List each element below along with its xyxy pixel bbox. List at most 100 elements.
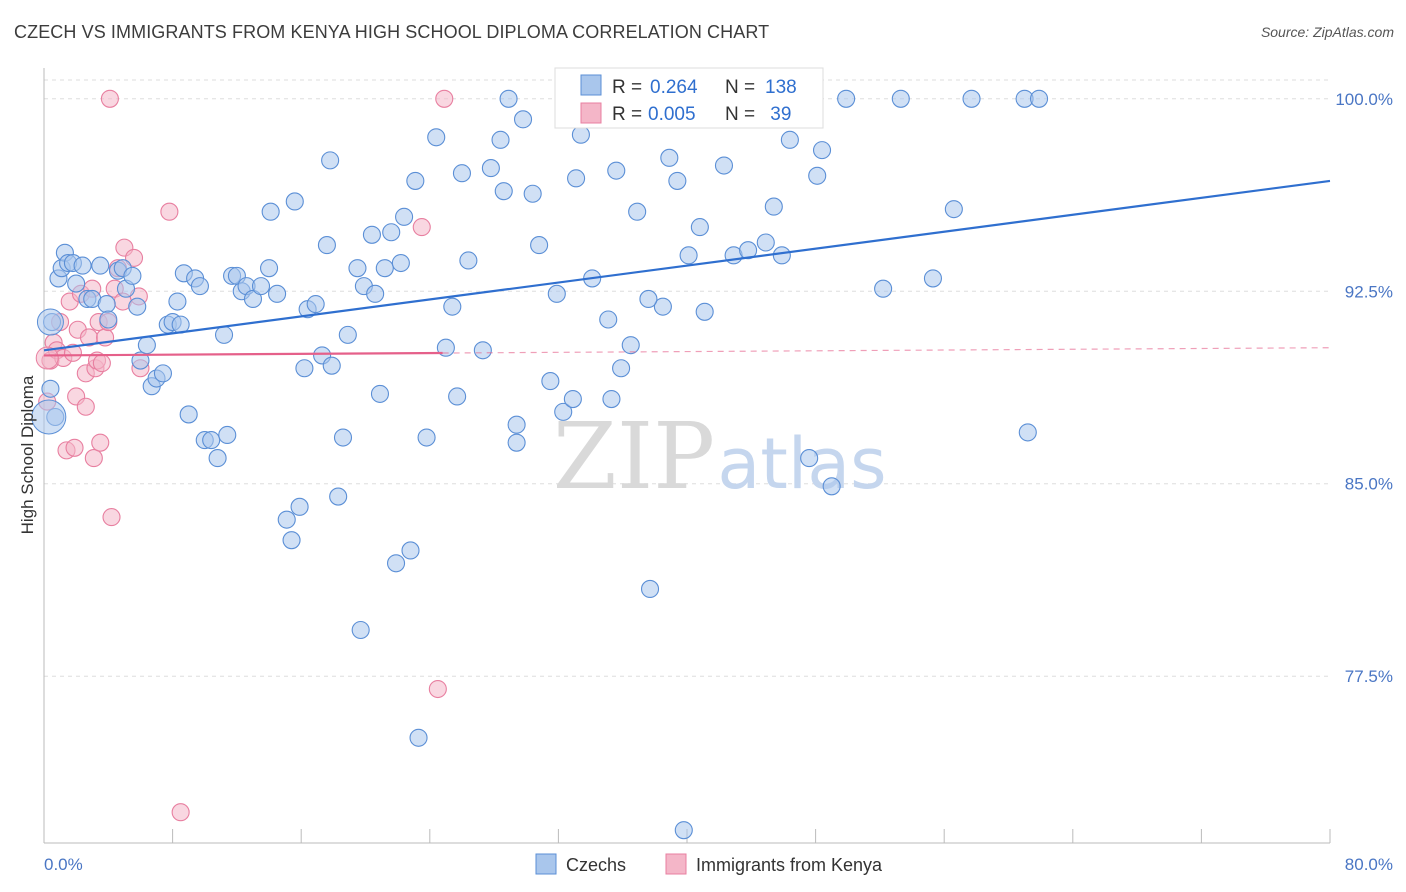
point-czechs — [386, 554, 406, 573]
watermark-atlas: atlas — [717, 423, 886, 505]
point-czechs — [285, 192, 304, 211]
point-czechs — [73, 256, 92, 275]
legend-n-value-czechs: 138 — [765, 77, 797, 98]
point-czechs — [530, 236, 549, 255]
point-kenya — [84, 449, 103, 468]
watermark-zip: ZIP — [553, 403, 715, 510]
point-kenya — [102, 508, 121, 527]
point-czechs — [660, 148, 679, 167]
point-czechs — [499, 89, 518, 108]
point-kenya — [160, 202, 179, 221]
point-czechs — [382, 223, 401, 242]
point-czechs — [375, 259, 394, 278]
point-czechs — [674, 821, 693, 840]
point-czechs — [321, 151, 340, 170]
point-czechs — [317, 236, 336, 255]
point-kenya — [124, 248, 144, 267]
point-czechs — [370, 384, 390, 403]
point-czechs — [131, 351, 150, 370]
trend-lines — [43, 179, 1331, 357]
point-czechs — [190, 277, 209, 296]
point-czechs — [448, 387, 467, 406]
point-czechs — [168, 292, 187, 311]
legend-r-value-czechs: 0.264 — [650, 77, 698, 98]
point-czechs — [366, 284, 385, 303]
point-czechs — [459, 251, 478, 270]
point-czechs — [41, 379, 60, 398]
trend-line-kenya-extrapolated — [442, 347, 1331, 354]
point-czechs — [599, 310, 618, 329]
gridlines — [44, 79, 1330, 677]
point-czechs — [563, 389, 582, 409]
chart-title: CZECH VS IMMIGRANTS FROM KENYA HIGH SCHO… — [14, 22, 770, 42]
point-czechs — [295, 359, 314, 378]
point-czechs — [668, 171, 687, 190]
point-czechs — [290, 497, 309, 516]
point-czechs — [621, 336, 640, 355]
point-czechs — [322, 356, 341, 375]
legend-r-label-2: R = — [612, 104, 642, 125]
series-legend-swatch-kenya — [665, 853, 687, 875]
point-czechs — [268, 284, 287, 303]
point-czechs-large — [31, 399, 67, 435]
point-czechs — [891, 89, 910, 108]
y-tick-label: 77.5% — [1345, 667, 1393, 686]
points-immigrants-from-kenya — [35, 89, 454, 822]
point-kenya-large — [35, 346, 59, 370]
point-czechs — [243, 289, 263, 309]
point-czechs — [772, 246, 791, 265]
point-czechs — [251, 277, 271, 296]
point-czechs — [628, 202, 647, 221]
y-axis-title: High School Diploma — [18, 375, 37, 534]
point-czechs — [391, 253, 410, 273]
point-kenya — [435, 89, 454, 108]
point-czechs — [607, 161, 626, 180]
point-czechs — [153, 364, 173, 383]
point-kenya — [428, 679, 447, 699]
point-czechs — [99, 310, 118, 329]
point-czechs — [261, 202, 280, 221]
point-czechs — [554, 402, 573, 421]
point-kenya — [65, 438, 84, 457]
point-czechs — [567, 169, 586, 188]
point-czechs — [1018, 423, 1037, 442]
point-czechs — [91, 256, 110, 275]
point-czechs — [639, 289, 658, 309]
legend-n-label: N = — [725, 77, 755, 98]
point-czechs — [739, 241, 758, 260]
point-czechs — [640, 579, 660, 598]
point-czechs — [653, 297, 672, 316]
point-czechs — [67, 274, 86, 293]
point-czechs — [507, 433, 526, 452]
legend-r-value-kenya: 0.005 — [648, 104, 696, 125]
point-czechs — [409, 728, 428, 747]
point-czechs — [494, 182, 513, 201]
point-czechs — [351, 620, 370, 640]
point-czechs — [362, 225, 381, 244]
trend-line-czechs — [43, 179, 1331, 352]
point-czechs — [218, 425, 237, 445]
point-czechs — [507, 415, 526, 434]
point-czechs — [822, 477, 841, 496]
y-tick-labels: 77.5% 85.0% 92.5% 100.0% — [1335, 90, 1393, 686]
point-czechs — [602, 389, 621, 409]
x-tick-label-max: 80.0% — [1345, 855, 1393, 874]
point-czechs — [837, 89, 856, 108]
point-czechs — [348, 259, 367, 278]
point-czechs — [481, 159, 500, 178]
point-czechs — [179, 405, 198, 424]
point-czechs — [547, 284, 566, 303]
point-czechs — [443, 297, 462, 316]
y-tick-label: 100.0% — [1335, 90, 1393, 109]
point-czechs — [333, 428, 353, 447]
point-czechs — [277, 510, 296, 529]
point-czechs — [329, 487, 348, 506]
point-czechs — [128, 297, 147, 316]
points-czechs — [31, 89, 1049, 840]
point-czechs-large — [36, 308, 64, 336]
y-tick-label: 85.0% — [1345, 475, 1393, 494]
series-legend-label-kenya: Immigrants from Kenya — [696, 855, 883, 875]
point-czechs — [338, 325, 357, 344]
point-kenya — [412, 218, 431, 237]
point-kenya — [76, 397, 95, 416]
